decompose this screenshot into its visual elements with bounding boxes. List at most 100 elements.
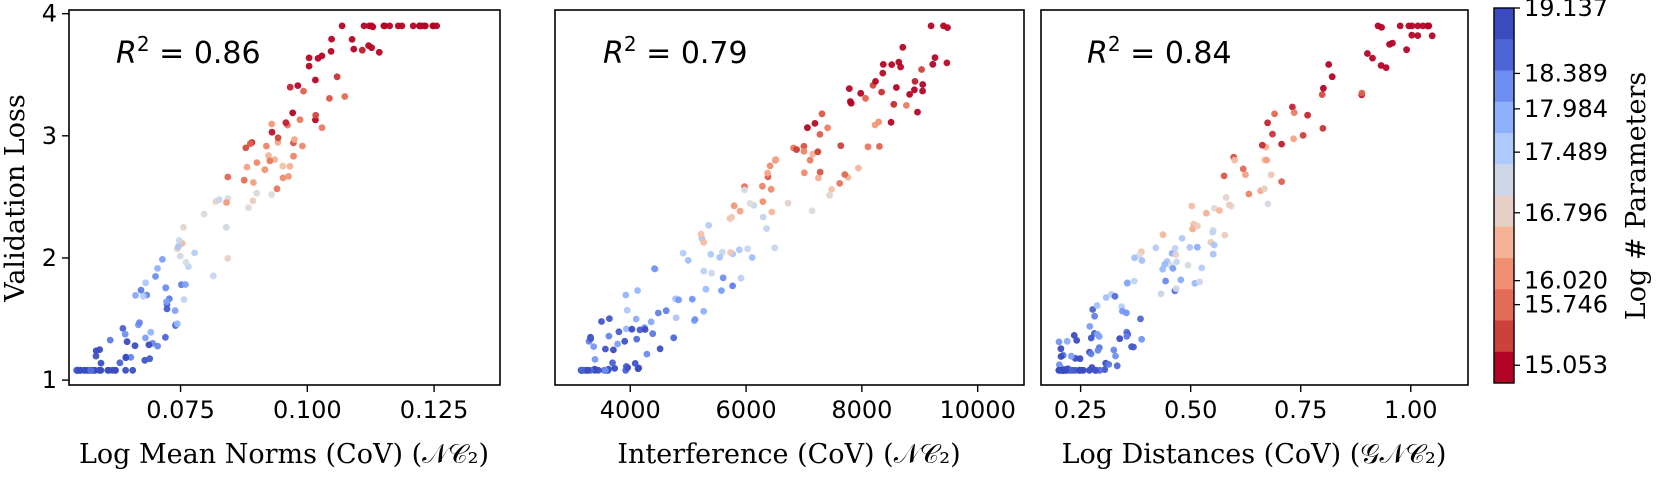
data-point [746, 200, 754, 207]
data-point [328, 35, 335, 43]
data-point [215, 196, 223, 204]
data-point [127, 353, 135, 361]
data-point [96, 346, 104, 353]
data-point [919, 87, 926, 95]
data-point [1067, 352, 1075, 360]
data-point [409, 22, 417, 30]
data-point [1138, 257, 1146, 264]
data-point [1113, 362, 1121, 370]
data-point [918, 66, 925, 73]
data-point [139, 292, 147, 300]
data-point [333, 73, 341, 81]
data-point [744, 245, 751, 253]
data-point [1258, 141, 1266, 149]
data-point [1057, 353, 1065, 360]
x-tick-label: 0.125 [400, 396, 469, 424]
colorbar-band [1494, 133, 1514, 165]
data-point [649, 330, 657, 338]
data-point [824, 124, 831, 132]
data-point [1369, 54, 1376, 62]
data-point [651, 265, 658, 273]
data-point [121, 330, 129, 338]
data-point [806, 156, 814, 164]
data-point [628, 325, 636, 333]
data-point [129, 366, 137, 374]
data-point [1405, 22, 1413, 30]
data-point [643, 350, 651, 358]
data-point [1220, 172, 1228, 180]
data-point [675, 296, 682, 304]
panel-3-x-ticks: 0.25 0.50 0.75 1.00 [1054, 385, 1437, 424]
data-point [1110, 346, 1118, 354]
data-point [1221, 231, 1229, 239]
data-point [1087, 350, 1095, 358]
data-point [1304, 111, 1311, 119]
data-point [122, 354, 130, 362]
data-point [249, 197, 257, 205]
data-point [1123, 279, 1131, 287]
panel-2-x-ticks: 4000 6000 8000 10000 [600, 385, 1016, 424]
data-point [341, 93, 349, 100]
data-point [136, 319, 143, 326]
data-point [268, 120, 276, 128]
data-point [931, 54, 939, 61]
data-point [1116, 335, 1124, 343]
colorbar-band [1494, 289, 1514, 321]
data-point [622, 325, 630, 333]
data-point [182, 281, 189, 288]
colorbar-band [1494, 195, 1514, 228]
data-point [1073, 337, 1081, 344]
data-point [261, 166, 269, 174]
data-point [1414, 22, 1422, 30]
data-point [368, 44, 375, 52]
data-point [1231, 156, 1239, 164]
data-point [123, 338, 131, 346]
data-point [1203, 209, 1210, 217]
x-tick-label: 0.075 [146, 396, 215, 424]
data-point [1428, 32, 1436, 40]
data-point [1172, 251, 1180, 258]
data-point [1093, 302, 1101, 309]
colorbar-band [1494, 39, 1514, 71]
data-point [1290, 109, 1298, 116]
data-point [1169, 265, 1177, 272]
colorbar-tick-label: 17.489 [1524, 138, 1608, 166]
colorbar-frame [1493, 7, 1515, 384]
data-point [707, 250, 715, 258]
data-point [700, 238, 708, 246]
data-point [591, 356, 599, 363]
colorbar [1494, 8, 1514, 384]
data-point [1173, 258, 1180, 266]
data-point [614, 340, 621, 348]
data-point [1216, 207, 1223, 214]
data-point [636, 326, 644, 334]
data-point [1076, 355, 1084, 363]
data-point [684, 257, 692, 264]
data-point [1396, 22, 1404, 30]
data-point [1128, 343, 1135, 351]
data-point [154, 342, 162, 350]
data-point [174, 320, 181, 328]
y-tick-label: 1 [42, 366, 57, 394]
data-point [286, 162, 294, 170]
data-point [872, 78, 879, 85]
data-point [1382, 64, 1390, 71]
data-point [927, 22, 935, 30]
data-point [903, 102, 910, 109]
colorbar-tick-label: 16.020 [1524, 267, 1608, 295]
data-point [1162, 277, 1169, 285]
data-point [793, 146, 800, 154]
data-point [1067, 366, 1074, 374]
data-point [326, 95, 333, 102]
data-point [911, 78, 919, 85]
data-point [943, 59, 951, 67]
data-point [1063, 337, 1071, 345]
data-point [386, 22, 394, 30]
data-point [200, 210, 208, 218]
data-point [736, 246, 743, 254]
colorbar-tick-label: 15.053 [1524, 351, 1608, 379]
data-point [759, 198, 767, 206]
panel-2-frame [554, 9, 1025, 386]
data-point [845, 85, 853, 92]
data-point [1178, 235, 1186, 242]
